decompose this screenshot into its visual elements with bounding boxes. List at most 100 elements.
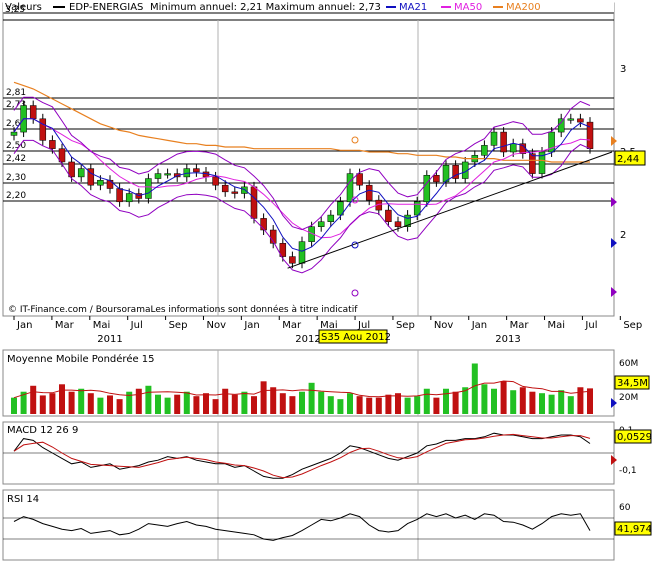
- candle-body: [481, 145, 488, 156]
- candle-body: [529, 153, 536, 174]
- candle-body: [346, 173, 354, 203]
- candle-body: [557, 118, 565, 133]
- ma200-marker-icon: [611, 136, 617, 146]
- x-tick-label: Mai: [93, 320, 111, 331]
- volume-bar: [529, 391, 536, 414]
- price-tick-3: 3: [620, 64, 626, 75]
- volume-bar: [567, 396, 574, 414]
- volume-tick-60m: 60M: [619, 359, 638, 369]
- level-label-281: 2,81: [6, 88, 26, 98]
- ma200-line: [13, 81, 590, 163]
- volume-bar: [587, 388, 593, 414]
- candle-body: [68, 161, 75, 178]
- support-trendline: [287, 151, 613, 269]
- volume-bar: [452, 391, 459, 414]
- x-tick-label: Jul: [584, 320, 597, 331]
- volume-bar: [500, 381, 507, 414]
- price-current-badge: [614, 150, 646, 166]
- x-tick-label: Jan: [471, 320, 487, 331]
- candle-body: [548, 131, 555, 153]
- candle-body: [29, 105, 37, 120]
- volume-bar: [337, 399, 344, 414]
- candle-body: [442, 165, 450, 183]
- macd-current-badge: [614, 429, 652, 444]
- year-label: 2011: [97, 334, 122, 345]
- bollinger-marker-icon: [611, 197, 617, 207]
- candle-body: [423, 174, 431, 203]
- x-tick-label: Mai: [548, 320, 566, 331]
- x-tick-label: Jan: [243, 320, 259, 331]
- candle-body: [567, 118, 575, 121]
- volume-bar: [395, 393, 401, 414]
- volume-bar: [481, 384, 488, 414]
- volume-bar: [385, 394, 392, 414]
- volume-bar: [558, 390, 565, 414]
- macd-marker-icon: [611, 455, 617, 465]
- volume-bar: [251, 396, 257, 414]
- ma21-circle-marker: [351, 241, 359, 249]
- volume-bar: [318, 391, 325, 414]
- x-tick-label: Mar: [282, 320, 302, 331]
- bollinger-upper-line: [13, 96, 591, 231]
- volume-tick-20m: 20M: [619, 393, 638, 403]
- x-tick-label: Mar: [55, 320, 75, 331]
- price-current-value: 2,44: [617, 154, 639, 165]
- volume-bar: [155, 394, 161, 414]
- x-tick-label: Jul: [357, 320, 370, 331]
- annual-range-text: Minimum annuel: 2,21 Maximum annuel: 2,7…: [150, 2, 381, 13]
- volume-layer: [11, 363, 593, 414]
- volume-bar: [519, 387, 526, 414]
- rsi-tick-60: 60: [619, 503, 631, 513]
- volume-bar: [30, 385, 37, 414]
- x-tick-label: Mai: [320, 320, 338, 331]
- volume-bar: [78, 388, 85, 414]
- volume-bar: [231, 394, 238, 414]
- volume-bar: [126, 391, 133, 414]
- volume-bar: [87, 393, 94, 414]
- macd-line: [13, 432, 591, 479]
- volume-bar: [299, 391, 305, 414]
- volume-bar: [49, 393, 56, 414]
- candle-body: [193, 168, 200, 173]
- volume-bar: [145, 385, 152, 414]
- volume-bar: [414, 396, 421, 414]
- level-label-263: 2,63: [6, 119, 26, 129]
- volume-bar: [375, 397, 382, 414]
- x-tick-label: Sep: [396, 320, 415, 331]
- candle-body: [250, 186, 258, 219]
- volume-bar: [308, 382, 315, 414]
- level-label-242: 2,42: [6, 154, 26, 164]
- candle-body: [260, 218, 267, 231]
- header-bar: [3, 0, 614, 14]
- macd-signal-line: [13, 433, 591, 479]
- candle-body: [116, 188, 123, 203]
- rsi-current-badge: [614, 521, 652, 536]
- volume-bar: [116, 399, 123, 414]
- rsi-panel-frame: [2, 489, 615, 561]
- volume-bar: [164, 397, 171, 414]
- price-panel-frame: [2, 2, 615, 317]
- volume-bar: [577, 387, 584, 414]
- x-tick-label: Sep: [623, 320, 642, 331]
- candle-body: [212, 176, 219, 186]
- candle-body: [298, 241, 306, 264]
- volume-bar: [20, 391, 27, 414]
- volume-bar: [222, 388, 229, 414]
- candle-body: [365, 184, 373, 201]
- volume-bar: [212, 399, 219, 414]
- volume-bar: [433, 397, 440, 414]
- ma21-line: [13, 118, 591, 252]
- candle-body: [77, 168, 85, 178]
- volume-bar: [203, 393, 209, 414]
- volume-bar: [260, 381, 267, 414]
- bollinger-lower-line: [13, 139, 591, 274]
- price-layer: [10, 81, 613, 297]
- volume-bar: [39, 395, 46, 414]
- candle-body: [404, 214, 411, 227]
- candle-body: [337, 201, 344, 216]
- candle-body: [58, 148, 66, 163]
- x-tick-label: Jan: [16, 320, 32, 331]
- candle-body: [87, 168, 95, 186]
- candle-body: [394, 221, 402, 227]
- candle-body: [433, 174, 440, 183]
